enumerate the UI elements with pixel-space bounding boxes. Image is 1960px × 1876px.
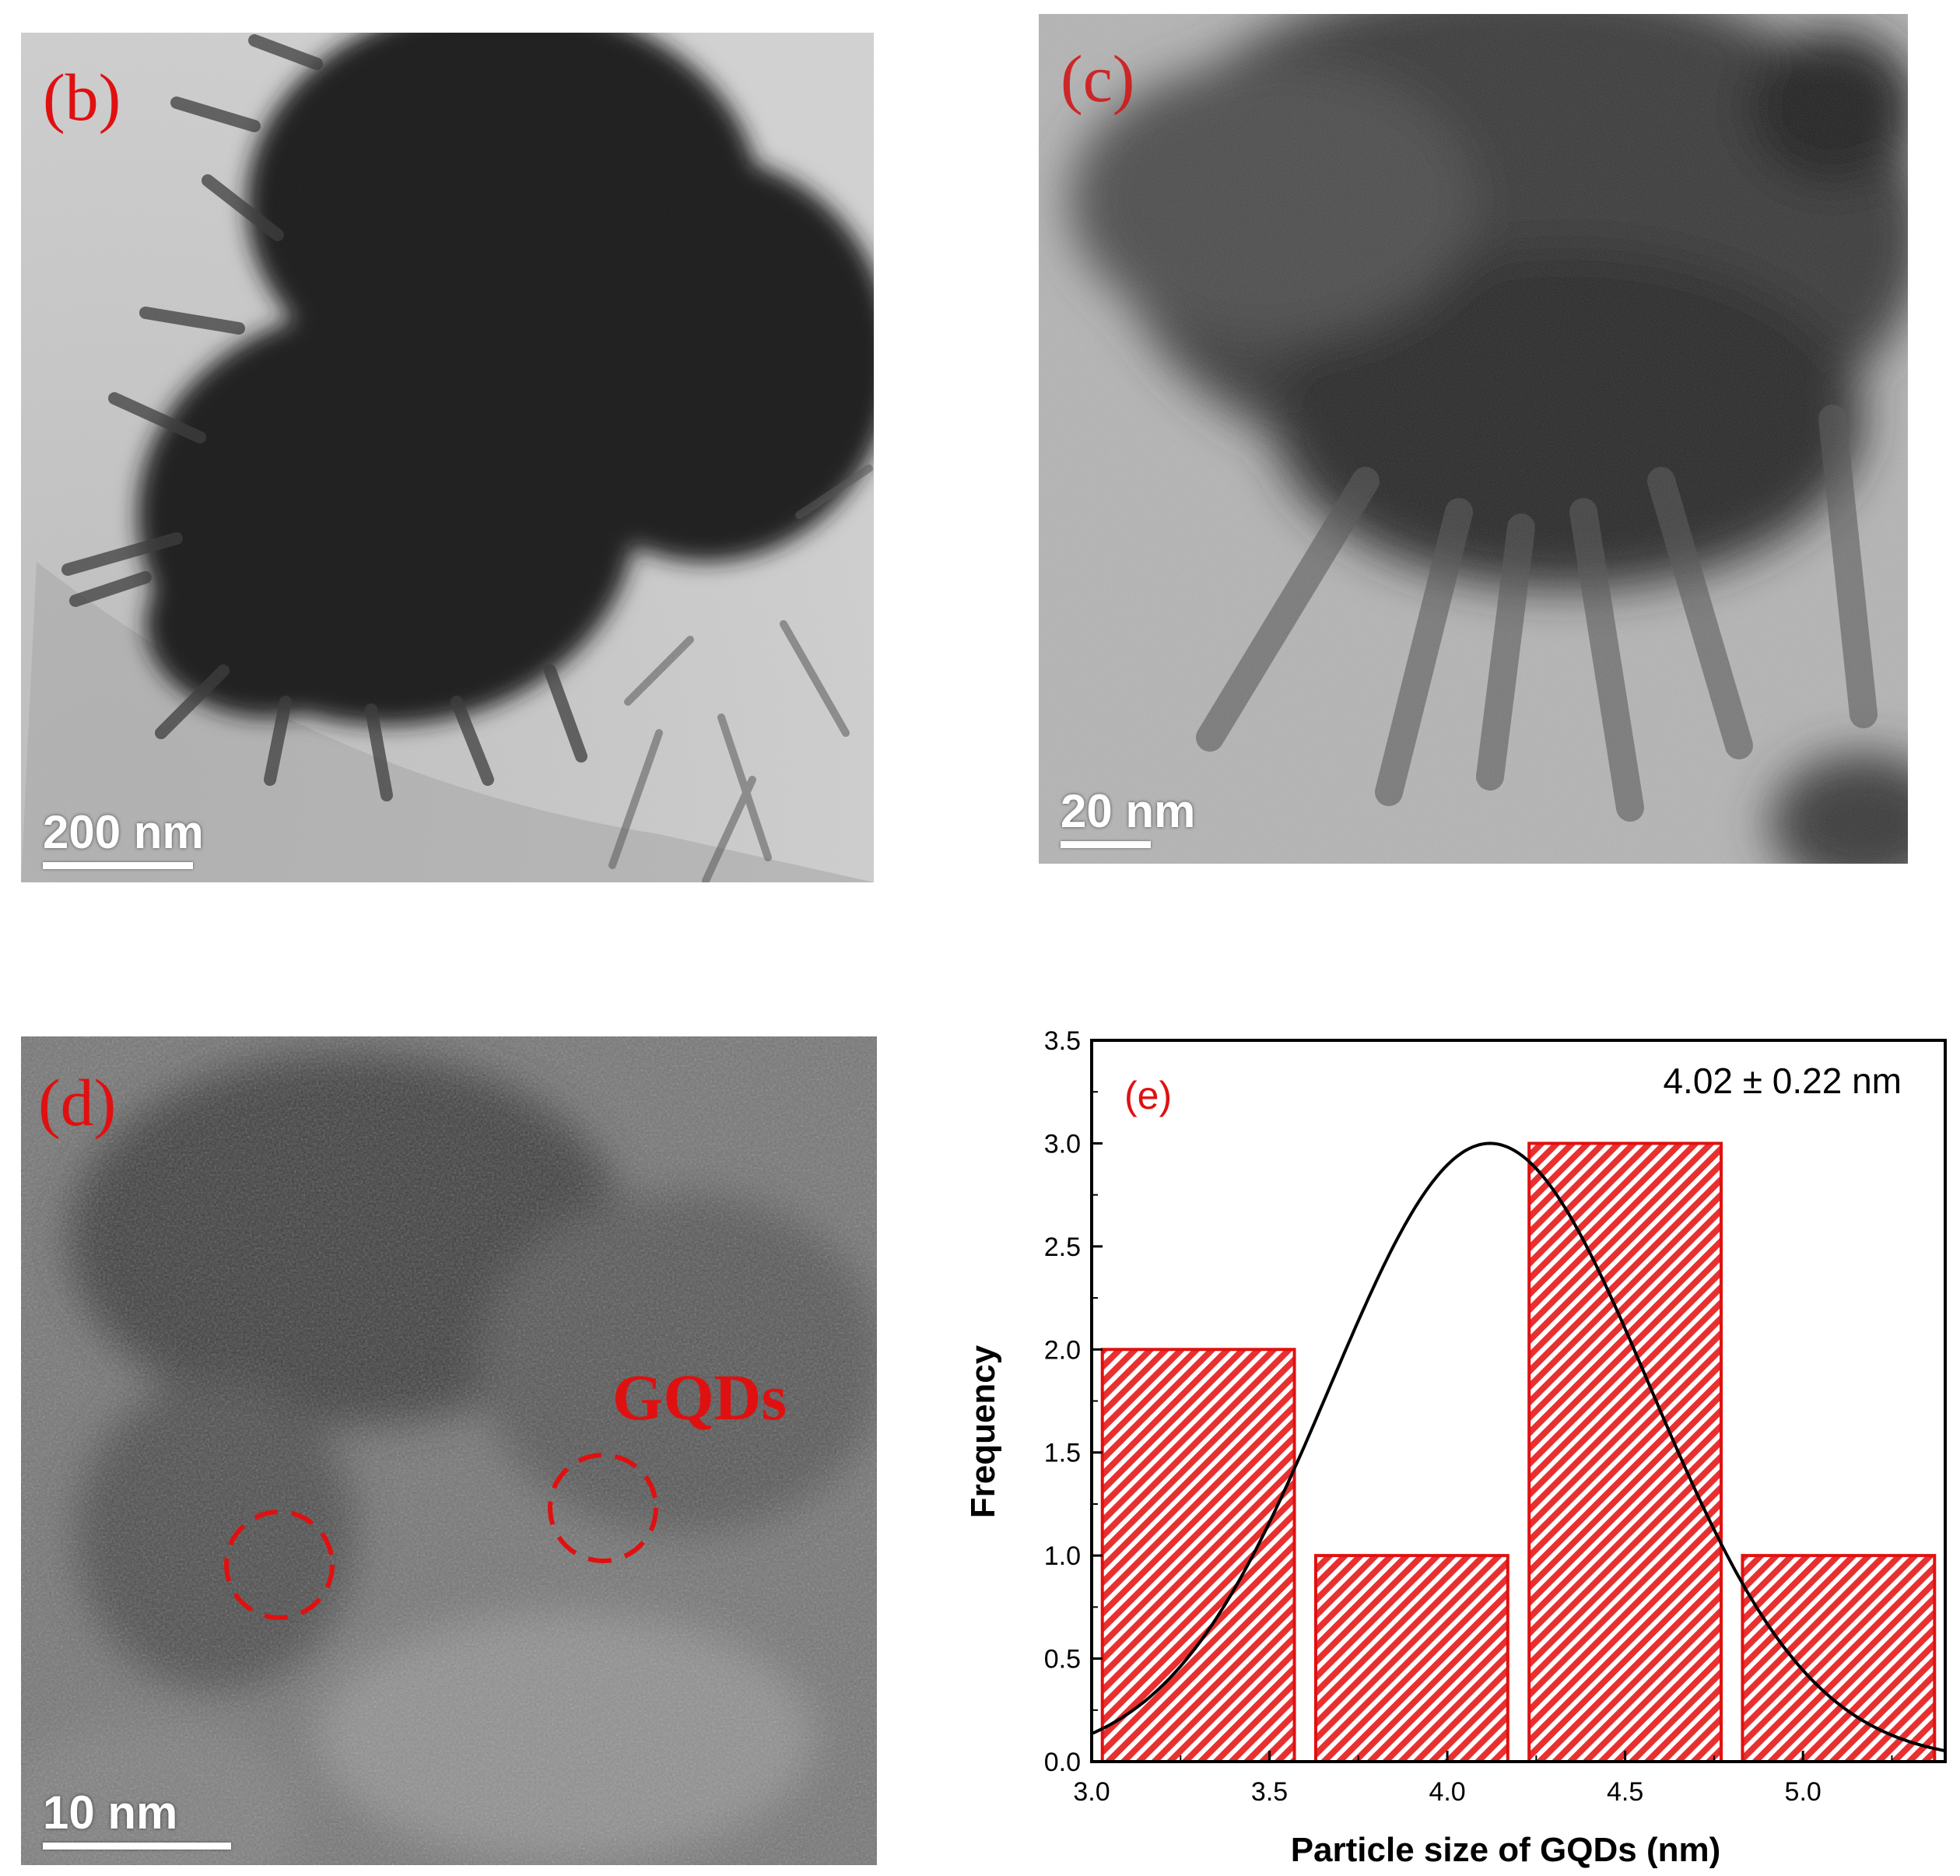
tem-texture-c [1039,14,1908,864]
x-axis-label: Particle size of GQDs (nm) [1291,1831,1721,1869]
panel-label-e: (e) [1124,1074,1172,1117]
gqds-annotation: GQDs [612,1362,787,1434]
scale-bar-b-text: 200 nm [43,806,204,858]
y-tick-label: 1.5 [1044,1439,1081,1468]
x-tick-label: 4.5 [1607,1777,1643,1807]
x-tick-label: 3.0 [1073,1777,1110,1807]
tem-image-d: (d) 10 nm [21,1036,877,1865]
panel-label-b: (b) [43,60,121,135]
scale-bar-c: 20 nm [1061,788,1195,848]
histogram-bar-3 [1527,1141,1723,1763]
y-tick-label: 0.0 [1044,1748,1081,1777]
y-tick-label: 2.0 [1044,1335,1081,1365]
y-tick-label: 3.0 [1044,1129,1081,1159]
panel-label-c: (c) [1061,41,1135,116]
fit-annotation: 4.02 ± 0.22 nm [1663,1061,1902,1101]
y-tick-label: 0.5 [1044,1645,1081,1674]
y-tick-label: 3.5 [1044,1026,1081,1056]
scale-bar-d-line [43,1843,231,1850]
gqd-circle-1 [224,1510,335,1620]
tem-texture-b [21,33,874,882]
tem-image-b: (b) 200 nm [21,33,874,882]
scale-bar-d: 10 nm [43,1790,231,1850]
histogram-bar-4 [1741,1554,1937,1763]
gaussian-fit-curve [1091,1141,1946,1753]
y-axis-label: Frequency [964,1345,1002,1518]
x-tick-label: 5.0 [1785,1777,1822,1807]
scale-bar-c-text: 20 nm [1061,785,1196,837]
tem-image-c: (c) 20 nm [1039,14,1908,864]
panel-label-d: (d) [38,1065,117,1140]
scale-bar-d-text: 10 nm [43,1787,178,1839]
histogram-bar-1 [1100,1348,1296,1764]
scale-bar-b-line [43,862,193,869]
histogram-bar-2 [1313,1554,1509,1763]
gqd-circle-2 [548,1453,658,1563]
y-tick-label: 1.0 [1044,1541,1081,1571]
tem-texture-d [21,1036,877,1865]
scale-bar-c-line [1061,841,1151,848]
scale-bar-b: 200 nm [43,809,204,869]
x-tick-label: 3.5 [1251,1777,1288,1807]
x-tick-label: 4.0 [1429,1777,1465,1807]
y-tick-label: 2.5 [1044,1233,1081,1262]
